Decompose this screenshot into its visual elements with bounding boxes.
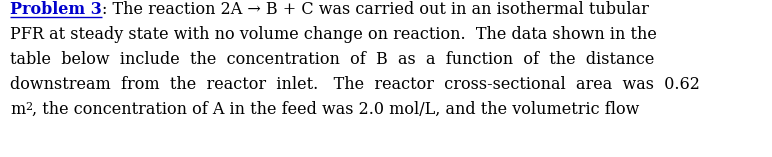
- Text: m: m: [10, 101, 25, 118]
- Text: Problem 3: Problem 3: [10, 1, 102, 18]
- Text: downstream  from  the  reactor  inlet.   The  reactor  cross-sectional  area  wa: downstream from the reactor inlet. The r…: [10, 76, 700, 93]
- Text: 2: 2: [25, 102, 32, 112]
- Text: table  below  include  the  concentration  of  B  as  a  function  of  the  dist: table below include the concentration of…: [10, 51, 655, 68]
- Text: : The reaction 2A → B + C was carried out in an isothermal tubular: : The reaction 2A → B + C was carried ou…: [102, 1, 648, 18]
- Text: PFR at steady state with no volume change on reaction.  The data shown in the: PFR at steady state with no volume chang…: [10, 26, 657, 43]
- Text: , the concentration of A in the feed was 2.0 mol/L, and the volumetric flow: , the concentration of A in the feed was…: [32, 101, 640, 118]
